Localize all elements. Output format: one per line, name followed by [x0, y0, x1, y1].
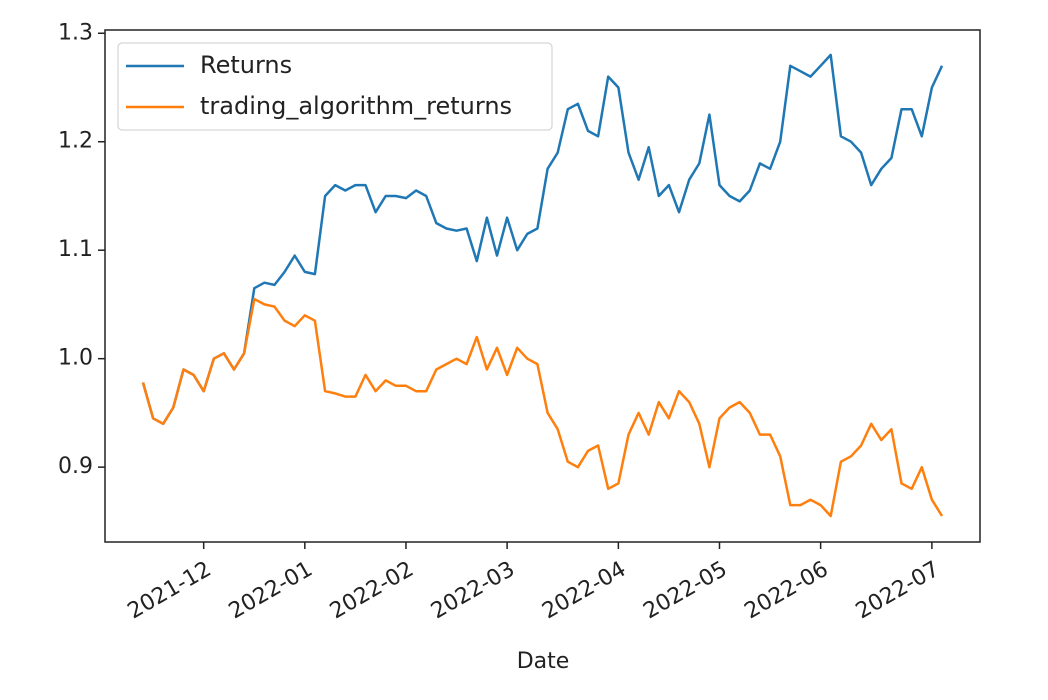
- x-tick-label: 2022-07: [852, 557, 944, 625]
- legend: Returns trading_algorithm_returns: [117, 42, 553, 131]
- y-tick-label: 1.2: [58, 129, 93, 154]
- y-tick-label: 1.1: [58, 237, 93, 262]
- x-tick-label: 2022-04: [538, 557, 630, 625]
- y-tick-label: 1.3: [58, 20, 93, 45]
- y-tick-label: 1.0: [58, 346, 93, 371]
- x-tick-label: 2022-01: [225, 557, 317, 625]
- x-tick-label: 2022-06: [741, 557, 833, 625]
- series-line: [141, 297, 944, 518]
- series-line: [141, 53, 944, 426]
- y-tick-label: 0.9: [58, 454, 93, 479]
- x-axis-label: Date: [517, 649, 570, 674]
- x-tick-label: 2022-03: [427, 557, 519, 625]
- x-tick-label: 2021-12: [124, 557, 216, 625]
- legend-label: trading_algorithm_returns: [200, 92, 512, 120]
- x-tick-label: 2022-05: [639, 557, 731, 625]
- legend-label: Returns: [200, 51, 292, 79]
- x-tick-label: 2022-02: [326, 557, 418, 625]
- plot-frame: [104, 29, 981, 543]
- legend-box: [117, 42, 553, 131]
